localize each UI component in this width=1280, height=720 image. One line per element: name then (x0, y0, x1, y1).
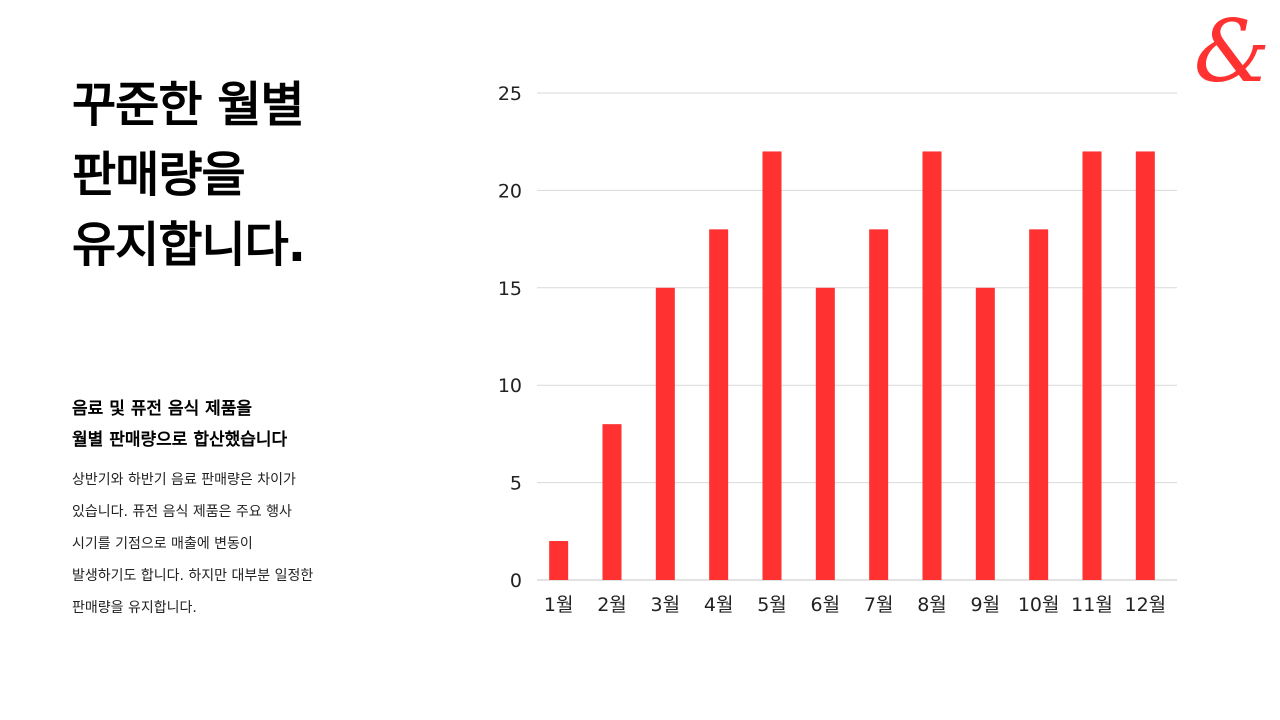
bar-11 (1082, 151, 1102, 580)
title-line-2: 판매량을 (72, 147, 246, 203)
y-axis-tick-labels: 0 5 10 15 20 25 (498, 83, 522, 592)
subheading-line-1: 음료 및 퓨전 음식 제품을 (72, 399, 253, 419)
y-tick-label: 5 (510, 473, 522, 495)
bar-9 (975, 287, 995, 580)
y-tick-label: 20 (498, 180, 522, 202)
bar-5 (762, 151, 782, 580)
x-tick-label: 3월 (651, 594, 681, 616)
description-text: 상반기와 하반기 음료 판매량은 차이가 있습니다. 퓨전 음식 제품은 주요 … (72, 464, 412, 624)
bar-8 (922, 151, 942, 580)
ampersand-logo-icon: & (1193, 2, 1271, 102)
x-tick-label: 5월 (757, 594, 787, 616)
x-tick-label: 4월 (704, 594, 734, 616)
y-tick-label: 10 (498, 375, 522, 397)
bar-4 (709, 229, 729, 581)
bar-6 (815, 287, 835, 580)
description-line-4: 발생하기도 합니다. 하지만 대부분 일정한 (72, 568, 314, 584)
y-tick-label: 15 (498, 278, 522, 300)
monthly-sales-bar-chart: 0 5 10 15 20 25 1월 2월 3월 4월 5월 6월 7월 8월 9월 10월 11월 12월 (480, 70, 1220, 630)
subheading: 음료 및 퓨전 음식 제품을 월별 판매량으로 합산했습니다 (72, 394, 412, 456)
x-tick-label: 7월 (864, 594, 894, 616)
x-tick-label: 9월 (971, 594, 1001, 616)
bar-12 (1135, 151, 1155, 580)
logo-glyph: & (1193, 2, 1271, 102)
subheading-line-2: 월별 판매량으로 합산했습니다 (72, 430, 288, 450)
x-tick-label: 6월 (811, 594, 841, 616)
x-tick-label: 12월 (1124, 594, 1166, 616)
chart-canvas: 0 5 10 15 20 25 1월 2월 3월 4월 5월 6월 7월 8월 9월 10월 11월 12월 (498, 83, 1177, 616)
bar-1 (549, 541, 569, 580)
title-line-1: 꾸준한 월별 (72, 77, 305, 133)
y-tick-label: 0 (510, 570, 522, 592)
x-axis-tick-labels: 1월 2월 3월 4월 5월 6월 7월 8월 9월 10월 11월 12월 (544, 594, 1166, 616)
bar-7 (869, 229, 889, 581)
description-line-1: 상반기와 하반기 음료 판매량은 차이가 (72, 472, 296, 488)
bar-3 (655, 287, 675, 580)
description-line-5: 판매량을 유지합니다. (72, 600, 197, 616)
x-tick-label: 10월 (1018, 594, 1060, 616)
gridlines (537, 92, 1177, 581)
bars (549, 151, 1155, 581)
title-line-3: 유지합니다. (72, 217, 306, 273)
y-tick-label: 25 (498, 83, 522, 105)
x-tick-label: 2월 (597, 594, 627, 616)
bar-10 (1029, 229, 1049, 581)
description-line-3: 시기를 기점으로 매출에 변동이 (72, 536, 253, 552)
page-title: 꾸준한 월별 판매량을 유지합니다. (72, 70, 452, 280)
x-tick-label: 11월 (1071, 594, 1113, 616)
x-tick-label: 8월 (917, 594, 947, 616)
description-line-2: 있습니다. 퓨전 음식 제품은 주요 행사 (72, 504, 292, 520)
bar-2 (602, 424, 622, 580)
x-tick-label: 1월 (544, 594, 574, 616)
